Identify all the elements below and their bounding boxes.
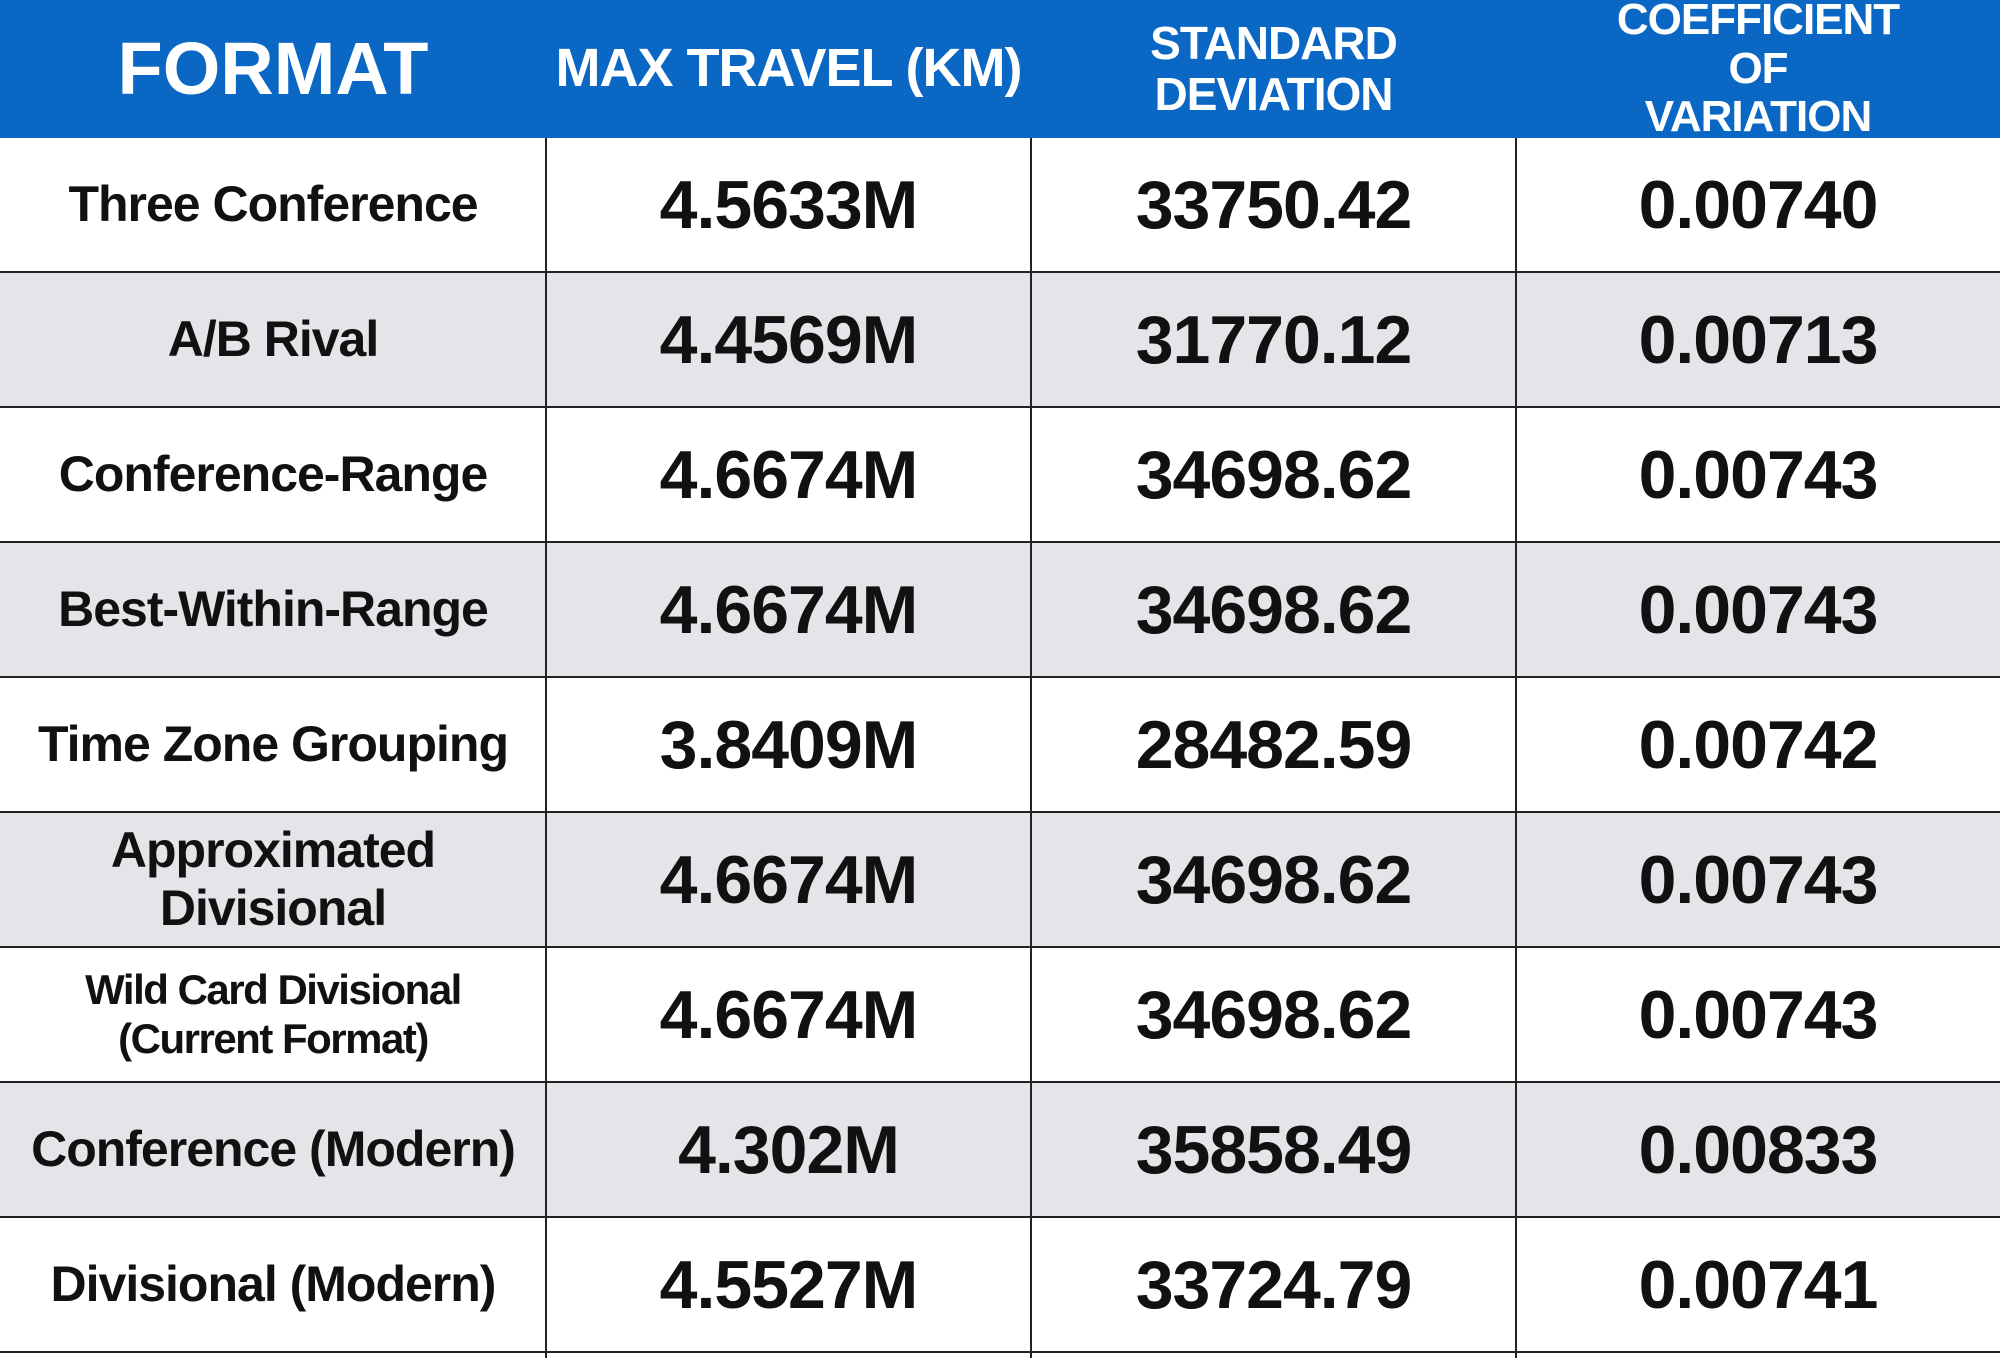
table-row: Approximated Divisional 4.6674M 34698.62 0.… <box>0 813 2000 948</box>
std-deviation-cell: 33750.42 <box>1135 166 1413 243</box>
format-cell: Conference-Range <box>58 445 489 502</box>
coefficient-cell: 0.00742 <box>1638 706 1879 783</box>
table-row: Conference-Range 4.6674M 34698.62 0.00743 <box>0 408 2000 543</box>
max-travel-cell: 4.5633M <box>659 166 919 243</box>
table-row: Conference (Modern) 4.302M 35858.49 0.00833 <box>0 1083 2000 1218</box>
table-row: Divisional (Modern) 4.5527M 33724.79 0.0074… <box>0 1218 2000 1353</box>
format-cell: Best-Within-Range <box>58 580 489 637</box>
header-max-travel: MAX TRAVEL (KM) <box>555 38 1023 99</box>
column-divider <box>1515 138 1517 1358</box>
header-coefficient-of-variation: COEFFICIENT OF VARIATION <box>1616 0 1900 142</box>
format-cell: Divisional (Modern) <box>50 1255 497 1312</box>
max-travel-cell: 4.302M <box>678 1111 900 1188</box>
column-divider <box>545 138 547 1358</box>
format-cell: Wild Card Divisional (Current Format) <box>85 966 462 1062</box>
column-divider <box>1030 138 1032 1358</box>
coefficient-cell: 0.00743 <box>1638 571 1879 648</box>
std-deviation-cell: 33724.79 <box>1135 1246 1413 1323</box>
std-deviation-cell: 34698.62 <box>1135 436 1413 513</box>
max-travel-cell: 4.5527M <box>659 1246 919 1323</box>
table-header: FORMAT MAX TRAVEL (KM) STANDARD DEVIATIO… <box>0 0 2000 142</box>
std-deviation-cell: 34698.62 <box>1135 976 1413 1053</box>
std-deviation-cell: 34698.62 <box>1135 841 1413 918</box>
table-row: Three Conference 4.5633M 33750.42 0.00740 <box>0 138 2000 273</box>
coefficient-cell: 0.00740 <box>1638 166 1879 243</box>
coefficient-cell: 0.00743 <box>1638 841 1879 918</box>
table-row: Time Zone Grouping 3.8409M 28482.59 0.00742 <box>0 678 2000 813</box>
format-cell: Conference (Modern) <box>31 1120 516 1177</box>
format-cell: Three Conference <box>68 175 478 232</box>
header-format: FORMAT <box>117 27 429 111</box>
format-cell: Approximated Divisional <box>110 822 436 936</box>
coefficient-cell: 0.00833 <box>1638 1111 1879 1188</box>
coefficient-cell: 0.00743 <box>1638 436 1879 513</box>
table-row: A/B Rival 4.4569M 31770.12 0.00713 <box>0 273 2000 408</box>
table-row: Wild Card Divisional (Current Format) 4.6… <box>0 948 2000 1083</box>
coefficient-cell: 0.00713 <box>1638 301 1879 378</box>
std-deviation-cell: 28482.59 <box>1135 706 1413 783</box>
std-deviation-cell: 34698.62 <box>1135 571 1413 648</box>
std-deviation-cell: 35858.49 <box>1135 1111 1413 1188</box>
coefficient-cell: 0.00741 <box>1638 1246 1879 1323</box>
max-travel-cell: 4.6674M <box>659 571 919 648</box>
format-cell: Time Zone Grouping <box>38 715 509 772</box>
max-travel-cell: 3.8409M <box>659 706 919 783</box>
format-cell: A/B Rival <box>167 310 380 367</box>
header-standard-deviation: STANDARD DEVIATION <box>1150 17 1398 120</box>
std-deviation-cell: 31770.12 <box>1135 301 1413 378</box>
coefficient-cell: 0.00743 <box>1638 976 1879 1053</box>
max-travel-cell: 4.6674M <box>659 976 919 1053</box>
max-travel-cell: 4.6674M <box>659 841 919 918</box>
max-travel-cell: 4.6674M <box>659 436 919 513</box>
table-row: Best-Within-Range 4.6674M 34698.62 0.00743 <box>0 543 2000 678</box>
max-travel-cell: 4.4569M <box>659 301 919 378</box>
